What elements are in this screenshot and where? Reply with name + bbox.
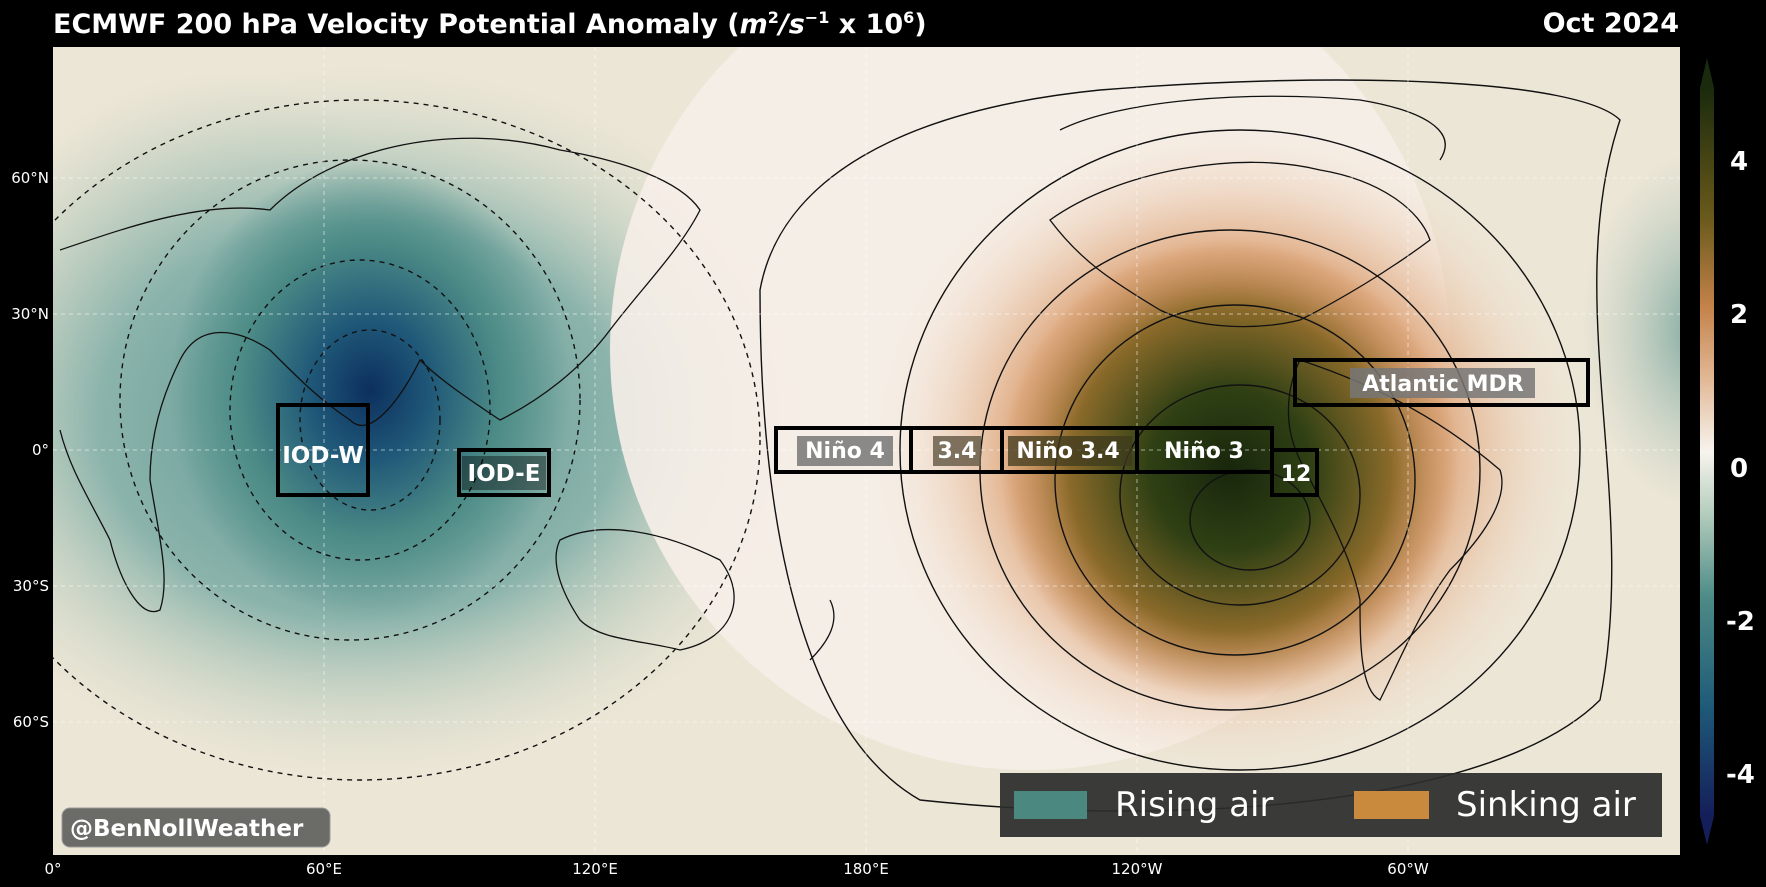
box-iod-w xyxy=(276,403,370,497)
coastlines xyxy=(59,95,1503,701)
label-nino4: Niño 4 xyxy=(805,439,885,464)
region-labels: IOD-W IOD-E Niño 4 3.4 Niño 3.4 Niño 3 1… xyxy=(282,368,1535,490)
box-mdr xyxy=(1293,358,1590,407)
credit-box xyxy=(61,807,331,848)
lat-tick: 30°N xyxy=(11,305,49,323)
credit-text: @BenNollWeather xyxy=(70,816,304,842)
chart-title: ECMWF 200 hPa Velocity Potential Anomaly… xyxy=(53,8,927,40)
label-nino12: 12 xyxy=(1281,462,1312,487)
colorbar-tick: 0 xyxy=(1730,454,1748,484)
label-n34a: 3.4 xyxy=(938,439,977,464)
lon-tick: 60°W xyxy=(1387,860,1429,878)
lon-tick: 60°E xyxy=(306,860,342,878)
lon-tick: 120°W xyxy=(1112,860,1163,878)
label-nino34: Niño 3.4 xyxy=(1016,439,1119,464)
date-label: Oct 2024 xyxy=(1542,8,1679,39)
box-nino12 xyxy=(1270,448,1319,497)
legend-swatch-rising xyxy=(1014,791,1087,819)
box-iod-e xyxy=(457,448,551,497)
label-iod-e: IOD-E xyxy=(468,461,541,487)
lat-tick: 30°S xyxy=(13,577,49,595)
region-boxes xyxy=(276,358,1590,497)
colorbar-tick: -2 xyxy=(1726,607,1755,637)
label-mdr: Atlantic MDR xyxy=(1362,372,1524,397)
map-panel: IOD-W IOD-E Niño 4 3.4 Niño 3.4 Niño 3 1… xyxy=(53,47,1680,855)
lat-tick: 0° xyxy=(32,441,49,459)
lon-tick: 120°E xyxy=(572,860,618,878)
lon-ticks: 0° 60°E 120°E 180°E 120°W 60°W xyxy=(44,860,1428,878)
lat-ticks: 60°N 30°N 0° 30°S 60°S xyxy=(11,169,49,731)
label-iod-w: IOD-W xyxy=(282,443,364,469)
legend-label-sinking: Sinking air xyxy=(1456,785,1636,825)
contour-lines xyxy=(53,79,1621,812)
legend: Rising air Sinking air xyxy=(1000,773,1662,837)
lon-tick: 180°E xyxy=(843,860,889,878)
colorbar-tick: 4 xyxy=(1730,147,1748,177)
colorbar-tick: 2 xyxy=(1730,300,1748,330)
legend-label-rising: Rising air xyxy=(1115,785,1273,825)
lat-tick: 60°N xyxy=(11,169,49,187)
label-nino3: Niño 3 xyxy=(1164,439,1244,464)
colorbar-tick: -4 xyxy=(1726,760,1755,790)
lat-tick: 60°S xyxy=(13,713,49,731)
colorbar: 4 2 0 -2 -4 xyxy=(1700,58,1755,845)
legend-swatch-sinking xyxy=(1354,791,1429,819)
lon-tick: 0° xyxy=(44,860,61,878)
